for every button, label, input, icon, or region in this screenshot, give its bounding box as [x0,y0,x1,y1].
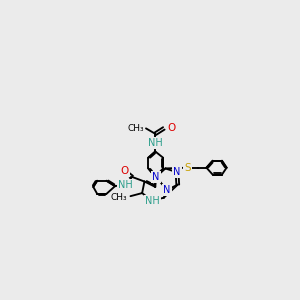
Text: CH₃: CH₃ [127,124,144,133]
Text: N: N [163,185,171,195]
Text: NH: NH [145,196,160,206]
Text: NH: NH [148,138,163,148]
Text: NH: NH [118,180,133,190]
Text: O: O [120,166,128,176]
Text: O: O [167,123,175,134]
Text: N: N [152,172,160,182]
Text: N: N [173,167,181,177]
Text: CH₃: CH₃ [111,193,128,202]
Text: S: S [184,163,191,173]
